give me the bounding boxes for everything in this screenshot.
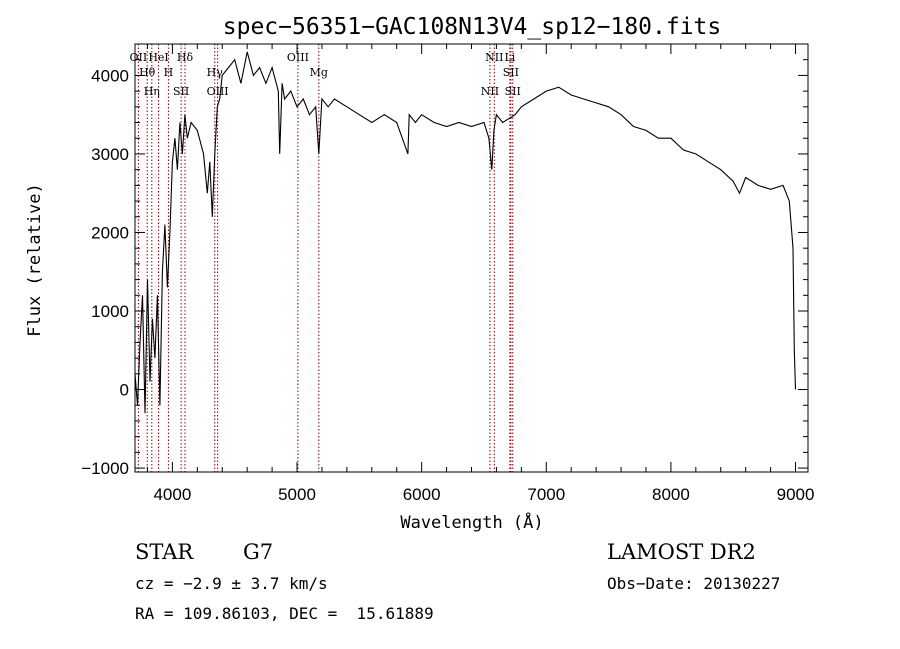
line-marker-labels: OIIHθHηHeIHSIIHδHγOIIIOIIIMgNIINIISIISII… — [130, 51, 521, 98]
object-subclass: G7 — [243, 540, 274, 564]
x-tick-label: 9000 — [777, 485, 815, 504]
line-marker-label: OIII — [287, 51, 309, 64]
x-tick-label: 8000 — [652, 485, 690, 504]
plot-frame — [134, 43, 809, 473]
line-marker-label: NII — [481, 85, 499, 98]
line-marker-label: SII — [505, 85, 521, 98]
redshift-cz: cz = −2.9 ± 3.7 km/s — [135, 574, 328, 593]
x-axis-ticks: 4000 5000 6000 7000 8000 9000 — [146, 44, 815, 504]
chart-title: spec−56351−GAC108N13V4_sp12−180.fits — [223, 14, 722, 40]
line-marker-label: NII — [485, 51, 503, 64]
line-marker-label: SII — [503, 66, 519, 79]
coordinates: RA = 109.86103, DEC = 15.61889 — [135, 604, 434, 623]
observation-date: Obs−Date: 20130227 — [607, 574, 781, 593]
x-axis-label: Wavelength (Å) — [400, 511, 543, 533]
x-tick-label: 7000 — [527, 485, 565, 504]
line-marker-label: OII — [130, 51, 148, 64]
x-tick-label: 5000 — [278, 485, 316, 504]
line-marker-label: HeI — [148, 51, 168, 64]
line-marker-label: Mg — [310, 66, 328, 79]
line-marker-label: SII — [173, 85, 189, 98]
x-tick-label: 4000 — [153, 485, 191, 504]
survey-name: LAMOST DR2 — [607, 540, 756, 564]
y-axis-label: Flux (relative) — [25, 183, 45, 337]
y-tick-label: 3000 — [91, 145, 129, 164]
object-class: STAR — [135, 540, 194, 564]
y-tick-label: −1000 — [81, 459, 129, 478]
line-marker-label: Hθ — [139, 66, 156, 79]
x-tick-label: 6000 — [403, 485, 441, 504]
y-axis-ticks: −1000 0 1000 2000 3000 4000 — [81, 43, 808, 478]
y-tick-label: 2000 — [91, 223, 129, 242]
spectrum-line — [134, 51, 797, 414]
line-markers — [137, 44, 514, 472]
y-tick-label: 4000 — [91, 66, 129, 85]
line-marker-label: OIII — [207, 85, 229, 98]
line-marker-label: H — [164, 66, 174, 79]
line-marker-label: Hη — [144, 85, 160, 98]
y-tick-label: 0 — [120, 381, 129, 400]
y-tick-label: 1000 — [91, 302, 129, 321]
line-marker-label: Hδ — [177, 51, 194, 64]
line-marker-label: Hγ — [207, 66, 224, 79]
line-marker-label: Li — [504, 51, 515, 64]
